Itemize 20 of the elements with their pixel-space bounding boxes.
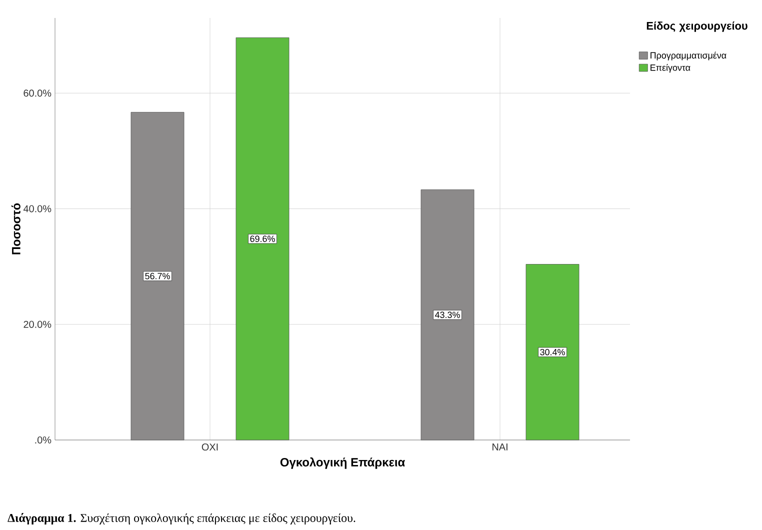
legend-label: Επείγοντα [650, 64, 690, 73]
legend-title: Είδος χειρουργείου [646, 22, 748, 32]
y-tick-label: 60.0% [24, 90, 52, 97]
y-tick-label: .0% [35, 436, 52, 444]
data-label: 69.6% [250, 236, 275, 242]
x-tick-label: ΟΧΙ [202, 444, 218, 451]
bar [420, 189, 474, 440]
legend-label: Προγραμματισμένα [650, 52, 726, 60]
data-label: 43.3% [435, 312, 460, 318]
bar [526, 264, 580, 440]
text: Διάγραμμα 1. Συσχέτιση ογκολογικής επάρκειας με είδος χειρουργείου. [8, 513, 356, 524]
x-tick-label: ΝΑΙ [492, 444, 508, 450]
bar [130, 112, 184, 440]
y-axis-title: Ποσοστό [11, 203, 20, 254]
y-tick-label: 20.0% [24, 320, 52, 328]
data-label: 30.4% [540, 348, 565, 356]
data-label: 56.7% [145, 272, 170, 280]
bar [236, 37, 290, 440]
x-axis-title: Ογκολογική Επάρκεια [280, 457, 405, 469]
y-tick-label: 40.0% [23, 205, 52, 212]
